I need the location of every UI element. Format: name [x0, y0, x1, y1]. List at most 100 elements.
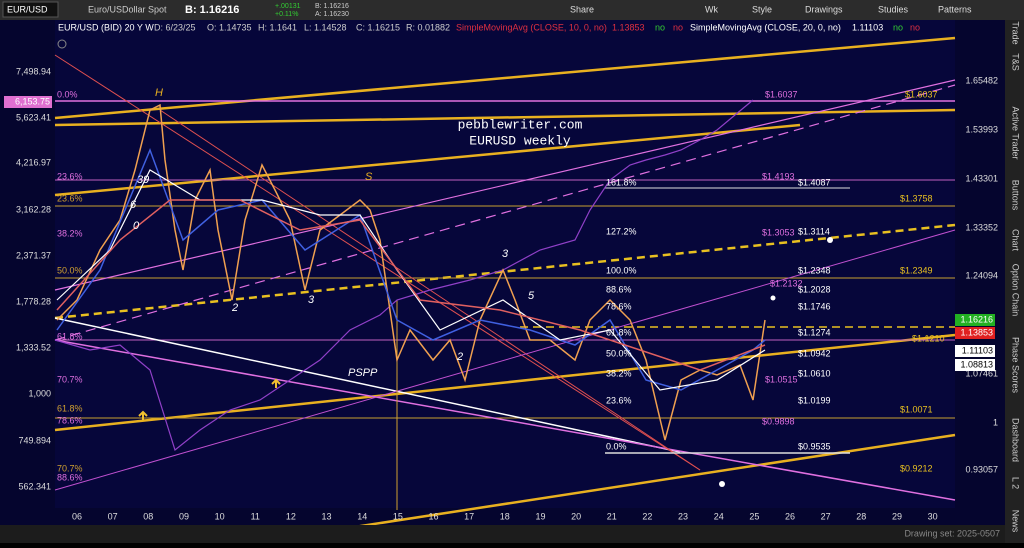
left-axis-label: 1,000 — [28, 388, 51, 398]
right-axis-label: 1.07461 — [965, 368, 998, 378]
side-tab[interactable]: Phase Scores — [1011, 337, 1021, 394]
level-label: $1.4193 — [762, 171, 795, 181]
x-axis — [0, 508, 1005, 525]
right-axis-label: 1.43301 — [965, 173, 998, 183]
side-tab[interactable]: T&S — [1011, 53, 1021, 71]
level-label: $1.1210 — [912, 333, 945, 343]
fib-pct: 88.6% — [606, 284, 632, 294]
fib-value: $1.4087 — [798, 177, 831, 187]
level-label: $1.6037 — [905, 89, 938, 99]
symbol-box[interactable] — [2, 1, 59, 18]
price-badge — [955, 345, 995, 357]
fib-label: 23.6% — [57, 193, 83, 203]
x-axis-label: 17 — [464, 511, 474, 521]
trend-line — [54, 79, 956, 291]
fib-pct: 100.0% — [606, 265, 637, 275]
fib-pct: 23.6% — [606, 395, 632, 405]
status: Drawing set: 2025-0507 — [904, 528, 1000, 538]
fib-pct: 0.0% — [606, 441, 627, 451]
fib-label: 61.8% — [57, 331, 83, 341]
fib-pct: 78.6% — [606, 301, 632, 311]
toolbar-button[interactable]: Style — [752, 4, 772, 14]
watermark: pebblewriter.com — [458, 117, 583, 132]
right-axis-label: 1.65482 — [965, 75, 998, 85]
fib-value: $1.1274 — [798, 327, 831, 337]
right-axis-label: 1.53993 — [965, 124, 998, 134]
study2: SimpleMovingAvg (CLOSE, 20, 0, no) — [690, 22, 841, 32]
trend-line — [54, 339, 956, 501]
fib-label: 70.7% — [57, 463, 83, 473]
toolbar-button[interactable]: Share — [570, 4, 594, 14]
x-axis-label: 26 — [785, 511, 795, 521]
price-badge-label: 1.08813 — [960, 359, 993, 369]
bid-small: B: 1.16216 — [315, 3, 349, 10]
side-tab[interactable]: Buttons — [1011, 180, 1021, 211]
price-badge — [955, 327, 995, 339]
fib-value: $1.2348 — [798, 265, 831, 275]
zoom-icon[interactable] — [57, 39, 67, 49]
left-axis-label: 5,623.41 — [16, 112, 51, 122]
side-tab[interactable]: Option Chain — [1011, 264, 1021, 317]
toolbar-button[interactable]: Wk — [705, 4, 718, 14]
left-axis-label: 3,162.28 — [16, 204, 51, 214]
wave-label: 3 — [502, 248, 509, 260]
trend-line — [54, 84, 956, 341]
x-axis-label: 13 — [322, 511, 332, 521]
x-axis-label: 24 — [714, 511, 724, 521]
fib-label: 0.0% — [57, 89, 78, 99]
fib-pct: 38.2% — [606, 368, 632, 378]
fib-pct: 50.0% — [606, 348, 632, 358]
level-label: $1.2132 — [770, 278, 803, 288]
right-axis-label: 1.33352 — [965, 222, 998, 232]
x-axis-label: 20 — [571, 511, 581, 521]
toolbar-button[interactable]: Drawings — [805, 4, 843, 14]
side-tab[interactable]: Dashboard — [1011, 418, 1021, 462]
fib-label: 70.7% — [57, 374, 83, 384]
x-axis-label: 11 — [251, 511, 260, 521]
flag: no — [910, 22, 920, 32]
side-tab[interactable]: L 2 — [1011, 477, 1021, 489]
x-axis-label: 14 — [357, 511, 367, 521]
description: Euro/USDollar Spot — [88, 4, 167, 14]
moving-average — [56, 199, 766, 371]
wave-label: PSPP — [348, 367, 378, 379]
right-axis-label: 0.93057 — [965, 464, 998, 474]
side-tab[interactable]: Trade — [1011, 21, 1021, 44]
x-axis-label: 06 — [72, 511, 82, 521]
side-tab[interactable]: News — [1011, 510, 1021, 533]
level-label: $1.3758 — [900, 193, 933, 203]
x-axis-label: 27 — [821, 511, 831, 521]
x-axis-label: 19 — [535, 511, 545, 521]
wave-label: 2 — [231, 302, 238, 314]
toolbar-button[interactable]: Studies — [878, 4, 909, 14]
fib-label: 61.8% — [57, 403, 83, 413]
x-axis-label: 08 — [143, 511, 153, 521]
wave-label: S — [365, 171, 373, 183]
toolbar-button[interactable]: Patterns — [938, 4, 972, 14]
toolbar — [0, 0, 1024, 20]
fib-value: $1.2028 — [798, 284, 831, 294]
right-axis-label: 1 — [993, 417, 998, 427]
channel-line — [54, 223, 956, 320]
channel-line — [54, 333, 956, 432]
date: D: 6/23/25 — [154, 22, 196, 32]
marker — [827, 237, 833, 243]
flag: no — [673, 22, 683, 32]
price-badge-label: 6,153.75 — [15, 96, 50, 106]
fib-value: $1.0199 — [798, 395, 831, 405]
fib-value: $1.0942 — [798, 348, 831, 358]
fib-pct: 61.8% — [606, 327, 632, 337]
symbol[interactable]: EUR/USD — [7, 4, 48, 14]
left-axis-label: 1,778.28 — [16, 296, 51, 306]
wave-label: 6 — [130, 199, 137, 211]
side-tab[interactable]: Active Trader — [1011, 106, 1021, 159]
fib-label: 50.0% — [57, 265, 83, 275]
fib-value: $1.3114 — [798, 226, 830, 236]
price-badge — [955, 314, 995, 326]
x-axis-label: 30 — [928, 511, 938, 521]
x-axis-label: 22 — [642, 511, 652, 521]
side-tab[interactable]: Chart — [1011, 229, 1021, 252]
fib-pct: 127.2% — [606, 226, 637, 236]
level-label: $0.9898 — [762, 416, 795, 426]
study1: SimpleMovingAvg (CLOSE, 10, 0, no) — [456, 22, 607, 32]
